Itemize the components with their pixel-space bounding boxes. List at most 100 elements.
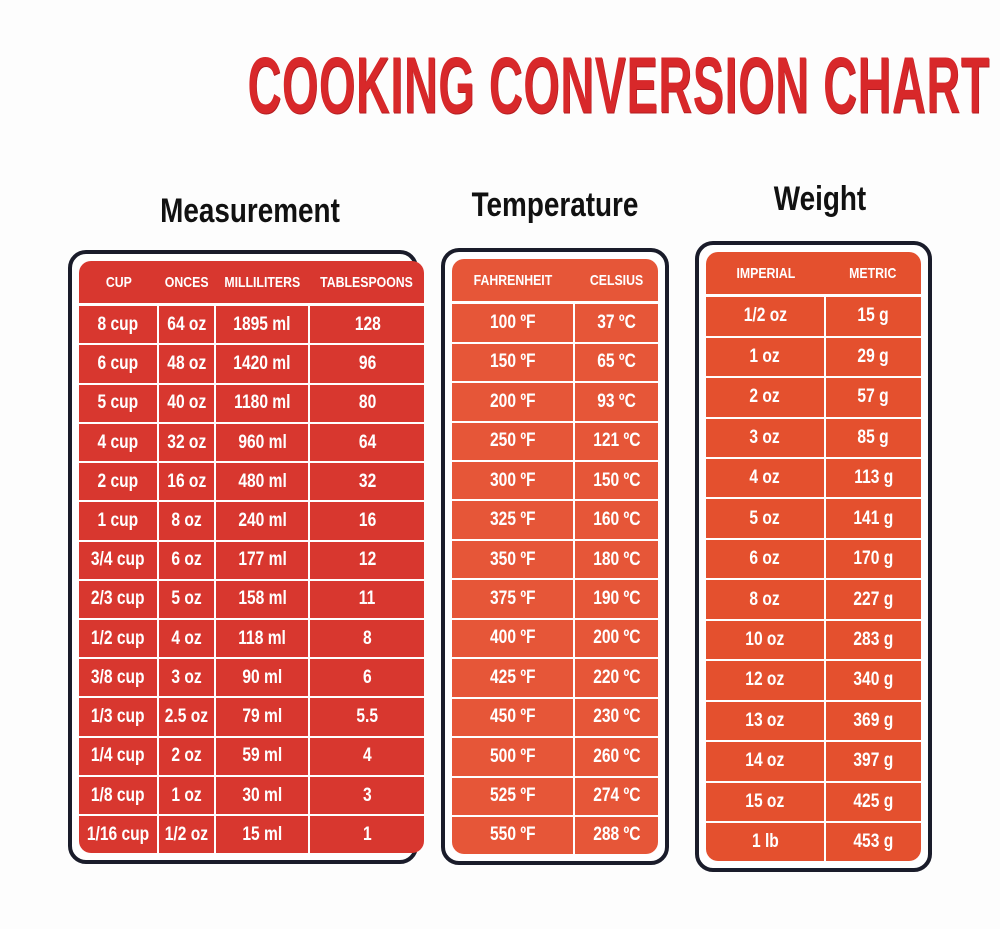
table-cell: 2.5 oz: [157, 696, 216, 738]
cell-value: 177 ml: [237, 549, 287, 571]
table-row: 100 ºF 37 ºC: [452, 301, 658, 344]
table-cell: 3: [308, 774, 425, 817]
cell-value: 1 lb: [751, 830, 779, 852]
cell-value: 57 g: [857, 386, 890, 408]
table-row: 6 oz 170 g: [706, 537, 921, 581]
table-row: 14 oz 397 g: [706, 740, 921, 783]
table-cell: 400 ºF: [452, 617, 576, 660]
weight-table: IMPERIAL METRIC 1/2 oz 15 g 1 oz 29 g 2 oz 57 g…: [706, 252, 921, 861]
cell-value: 12: [358, 549, 377, 571]
temperature-table: FAHRENHEIT CELSIUS 100 ºF 37 ºC 150 ºF 65 ºC 2…: [452, 259, 658, 854]
cell-value: 96: [358, 353, 377, 375]
table-row: 1/8 cup 1 oz 30 ml 3: [79, 774, 425, 817]
table-cell: 177 ml: [213, 539, 311, 581]
table-cell: 90 ml: [213, 657, 311, 699]
cell-value: 400 ºF: [489, 627, 536, 649]
table-cell: 960 ml: [213, 421, 311, 464]
table-cell: 150 ºF: [452, 341, 576, 384]
cell-value: 500 ºF: [489, 745, 536, 767]
cell-value: 200 ºC: [592, 627, 641, 649]
table-cell: 8 cup: [79, 303, 160, 346]
temperature-header-row: FAHRENHEIT CELSIUS: [452, 259, 658, 304]
table-cell: 64: [308, 421, 425, 464]
cell-value: 160 ºC: [592, 509, 641, 531]
table-cell: 1 lb: [706, 820, 826, 861]
cell-value: 113 g: [853, 467, 893, 489]
cell-value: 8 oz: [749, 588, 781, 610]
table-row: 13 oz 369 g: [706, 699, 921, 743]
cell-value: 425 g: [853, 790, 894, 812]
table-cell: 80: [308, 382, 425, 424]
cell-value: 550 ºF: [489, 824, 536, 846]
table-row: 10 oz 283 g: [706, 618, 921, 662]
table-row: 2 cup 16 oz 480 ml 32: [79, 461, 425, 503]
table-cell: 2 oz: [157, 735, 216, 777]
measurement-table-card: CUP ONCES MILLILITERS TABLESPOONS 8 cup 64 oz…: [68, 250, 425, 864]
measurement-header-row: CUP ONCES MILLILITERS TABLESPOONS: [79, 261, 425, 306]
table-cell: 4 cup: [79, 421, 160, 464]
table-cell: 369 g: [823, 699, 921, 743]
table-cell: 250 ºF: [452, 420, 576, 463]
cell-value: 6 oz: [749, 548, 781, 570]
cell-value: 325 ºF: [489, 509, 536, 531]
table-row: 1/4 cup 2 oz 59 ml 4: [79, 735, 425, 777]
table-cell: 4: [308, 735, 425, 777]
table-row: 550 ºF 288 ºC: [452, 814, 658, 854]
table-row: 350 ºF 180 ºC: [452, 538, 658, 581]
cell-value: 121 ºC: [592, 430, 641, 452]
cell-value: 32 oz: [166, 431, 206, 453]
cell-value: 2 cup: [97, 470, 139, 492]
cell-value: 2/3 cup: [91, 588, 145, 610]
cell-value: 375 ºF: [489, 588, 536, 610]
table-cell: 260 ºC: [573, 736, 658, 778]
column-header: ONCES: [158, 261, 215, 306]
column-header-label: IMPERIAL: [736, 264, 795, 282]
table-cell: 1/16 cup: [79, 814, 160, 853]
table-row: 150 ºF 65 ºC: [452, 341, 658, 384]
cell-value: 1420 ml: [233, 353, 291, 375]
cell-value: 100 ºF: [489, 311, 536, 333]
cell-value: 1895 ml: [233, 313, 291, 335]
table-row: 12 oz 340 g: [706, 659, 921, 702]
table-cell: 48 oz: [157, 343, 216, 385]
cell-value: 170 g: [853, 548, 894, 570]
table-row: 5 oz 141 g: [706, 497, 921, 540]
table-cell: 5.5: [308, 696, 425, 738]
cell-value: 1 oz: [171, 784, 202, 806]
title-text: COOKING CONVERSION CHART: [247, 40, 990, 130]
column-header-label: FAHRENHEIT: [473, 271, 553, 289]
column-header-label: TABLESPOONS: [320, 273, 414, 291]
table-cell: 29 g: [823, 335, 921, 379]
table-cell: 65 ºC: [573, 341, 658, 384]
table-cell: 1895 ml: [213, 303, 311, 346]
table-cell: 32 oz: [157, 421, 216, 464]
cell-value: 2 oz: [749, 386, 781, 408]
cell-value: 8: [363, 627, 372, 649]
cell-value: 4 oz: [749, 467, 781, 489]
cell-value: 2 oz: [171, 745, 202, 767]
table-cell: 150 ºC: [573, 460, 658, 502]
cell-value: 6 cup: [97, 353, 139, 375]
table-cell: 79 ml: [213, 696, 311, 738]
cell-value: 5.5: [356, 706, 379, 728]
cell-value: 3 oz: [749, 426, 781, 448]
table-cell: 200 ºF: [452, 381, 576, 423]
table-cell: 16 oz: [157, 461, 216, 503]
column-header: IMPERIAL: [706, 252, 825, 297]
table-cell: 180 ºC: [573, 538, 658, 581]
cell-value: 12 oz: [745, 669, 785, 691]
cell-value: 288 ºC: [592, 824, 641, 846]
table-cell: 15 g: [823, 294, 921, 338]
table-cell: 2 oz: [706, 376, 826, 419]
table-row: 4 oz 113 g: [706, 457, 921, 500]
table-cell: 11: [308, 578, 425, 621]
table-cell: 3 oz: [157, 657, 216, 699]
table-cell: 350 ºF: [452, 538, 576, 581]
table-cell: 525 ºF: [452, 775, 576, 817]
cell-value: 450 ºF: [489, 706, 536, 728]
table-cell: 1/8 cup: [79, 774, 160, 817]
table-cell: 1: [308, 814, 425, 853]
cell-value: 40 oz: [166, 392, 206, 414]
table-cell: 8 oz: [157, 500, 216, 542]
cell-value: 3/4 cup: [91, 549, 145, 571]
